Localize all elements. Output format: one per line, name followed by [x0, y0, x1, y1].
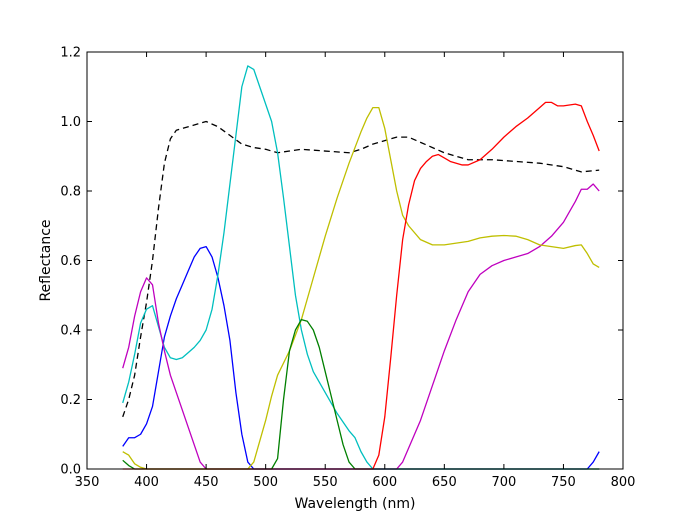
x-tick-label: 400 — [134, 475, 159, 490]
y-tick-label: 0.6 — [60, 254, 81, 269]
x-tick-label: 450 — [194, 475, 219, 490]
y-tick-label: 0.0 — [60, 463, 81, 478]
y-axis-label: Reflectance — [38, 219, 54, 301]
x-tick-label: 650 — [432, 475, 457, 490]
series-line-7 — [122, 101, 600, 470]
series-line-4 — [122, 183, 600, 470]
y-tick-label: 0.4 — [60, 324, 81, 339]
y-tick-label: 0.2 — [60, 393, 81, 408]
x-tick-label: 750 — [551, 475, 576, 490]
x-tick-label: 550 — [313, 475, 338, 490]
x-tick-label: 500 — [253, 475, 278, 490]
ticks-layer: 350 400 450 500 550 600 650 700 750 800 0.0 0.2 0.4 0… — [60, 46, 635, 491]
x-tick-label: 350 — [75, 475, 100, 490]
y-tick-label: 0.8 — [60, 185, 81, 200]
series-line-1 — [122, 120, 600, 418]
series-line-2 — [122, 245, 600, 470]
y-tick-label: 1.2 — [60, 46, 81, 61]
plot-frame — [86, 51, 624, 470]
y-tick-label: 1.0 — [60, 115, 81, 130]
x-tick-label: 600 — [372, 475, 397, 490]
series-line-3 — [122, 65, 600, 470]
series-line-5 — [122, 106, 600, 470]
x-axis-label: Wavelength (nm) — [295, 496, 416, 512]
series-layer — [122, 65, 600, 470]
x-tick-label: 800 — [611, 475, 636, 490]
x-tick-label: 700 — [491, 475, 516, 490]
